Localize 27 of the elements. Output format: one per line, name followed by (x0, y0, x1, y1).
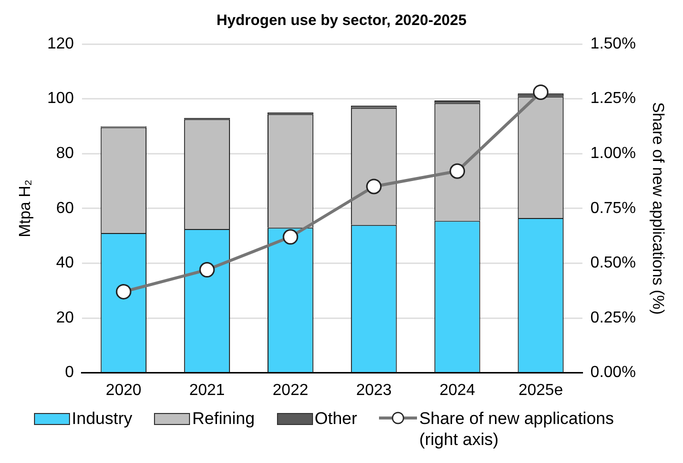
x-tick-label: 2020 (106, 382, 142, 399)
x-tick-label: 2025e (518, 382, 564, 399)
y2-tick-label: 1.50% (590, 35, 636, 52)
legend-label: Refining (192, 408, 255, 429)
y-tick-label: 40 (56, 254, 74, 272)
y2-tick-label: 0.75% (590, 200, 636, 217)
y2-axis-title: Share of new applications (%) (648, 102, 666, 315)
y-tick-label: 100 (47, 90, 74, 108)
x-tick-label: 2021 (189, 382, 225, 399)
legend-label: Share of new applications (right axis) (419, 408, 615, 450)
y2-tick-label: 1.00% (590, 145, 636, 162)
legend-label: Other (314, 408, 358, 429)
y2-tick-label: 0.50% (590, 254, 636, 272)
x-tick-label: 2024 (440, 382, 476, 399)
x-tick-label: 2022 (272, 382, 308, 399)
y2-tick-label: 0.25% (590, 309, 636, 326)
x-tick-label: 2023 (356, 382, 392, 399)
y-tick-label: 80 (56, 145, 74, 162)
y-tick-label: 120 (47, 35, 74, 52)
y-tick-label: 60 (56, 200, 74, 217)
y-axis-title: Mtpa H₂ (17, 180, 34, 238)
y2-tick-label: 1.25% (590, 90, 636, 108)
y-tick-label: 20 (56, 309, 74, 326)
y-tick-label: 0 (64, 364, 74, 382)
legend-label: Industry (72, 408, 132, 429)
y2-tick-label: 0.00% (590, 364, 636, 382)
chart-title: Hydrogen use by sector, 2020-2025 (216, 12, 467, 30)
